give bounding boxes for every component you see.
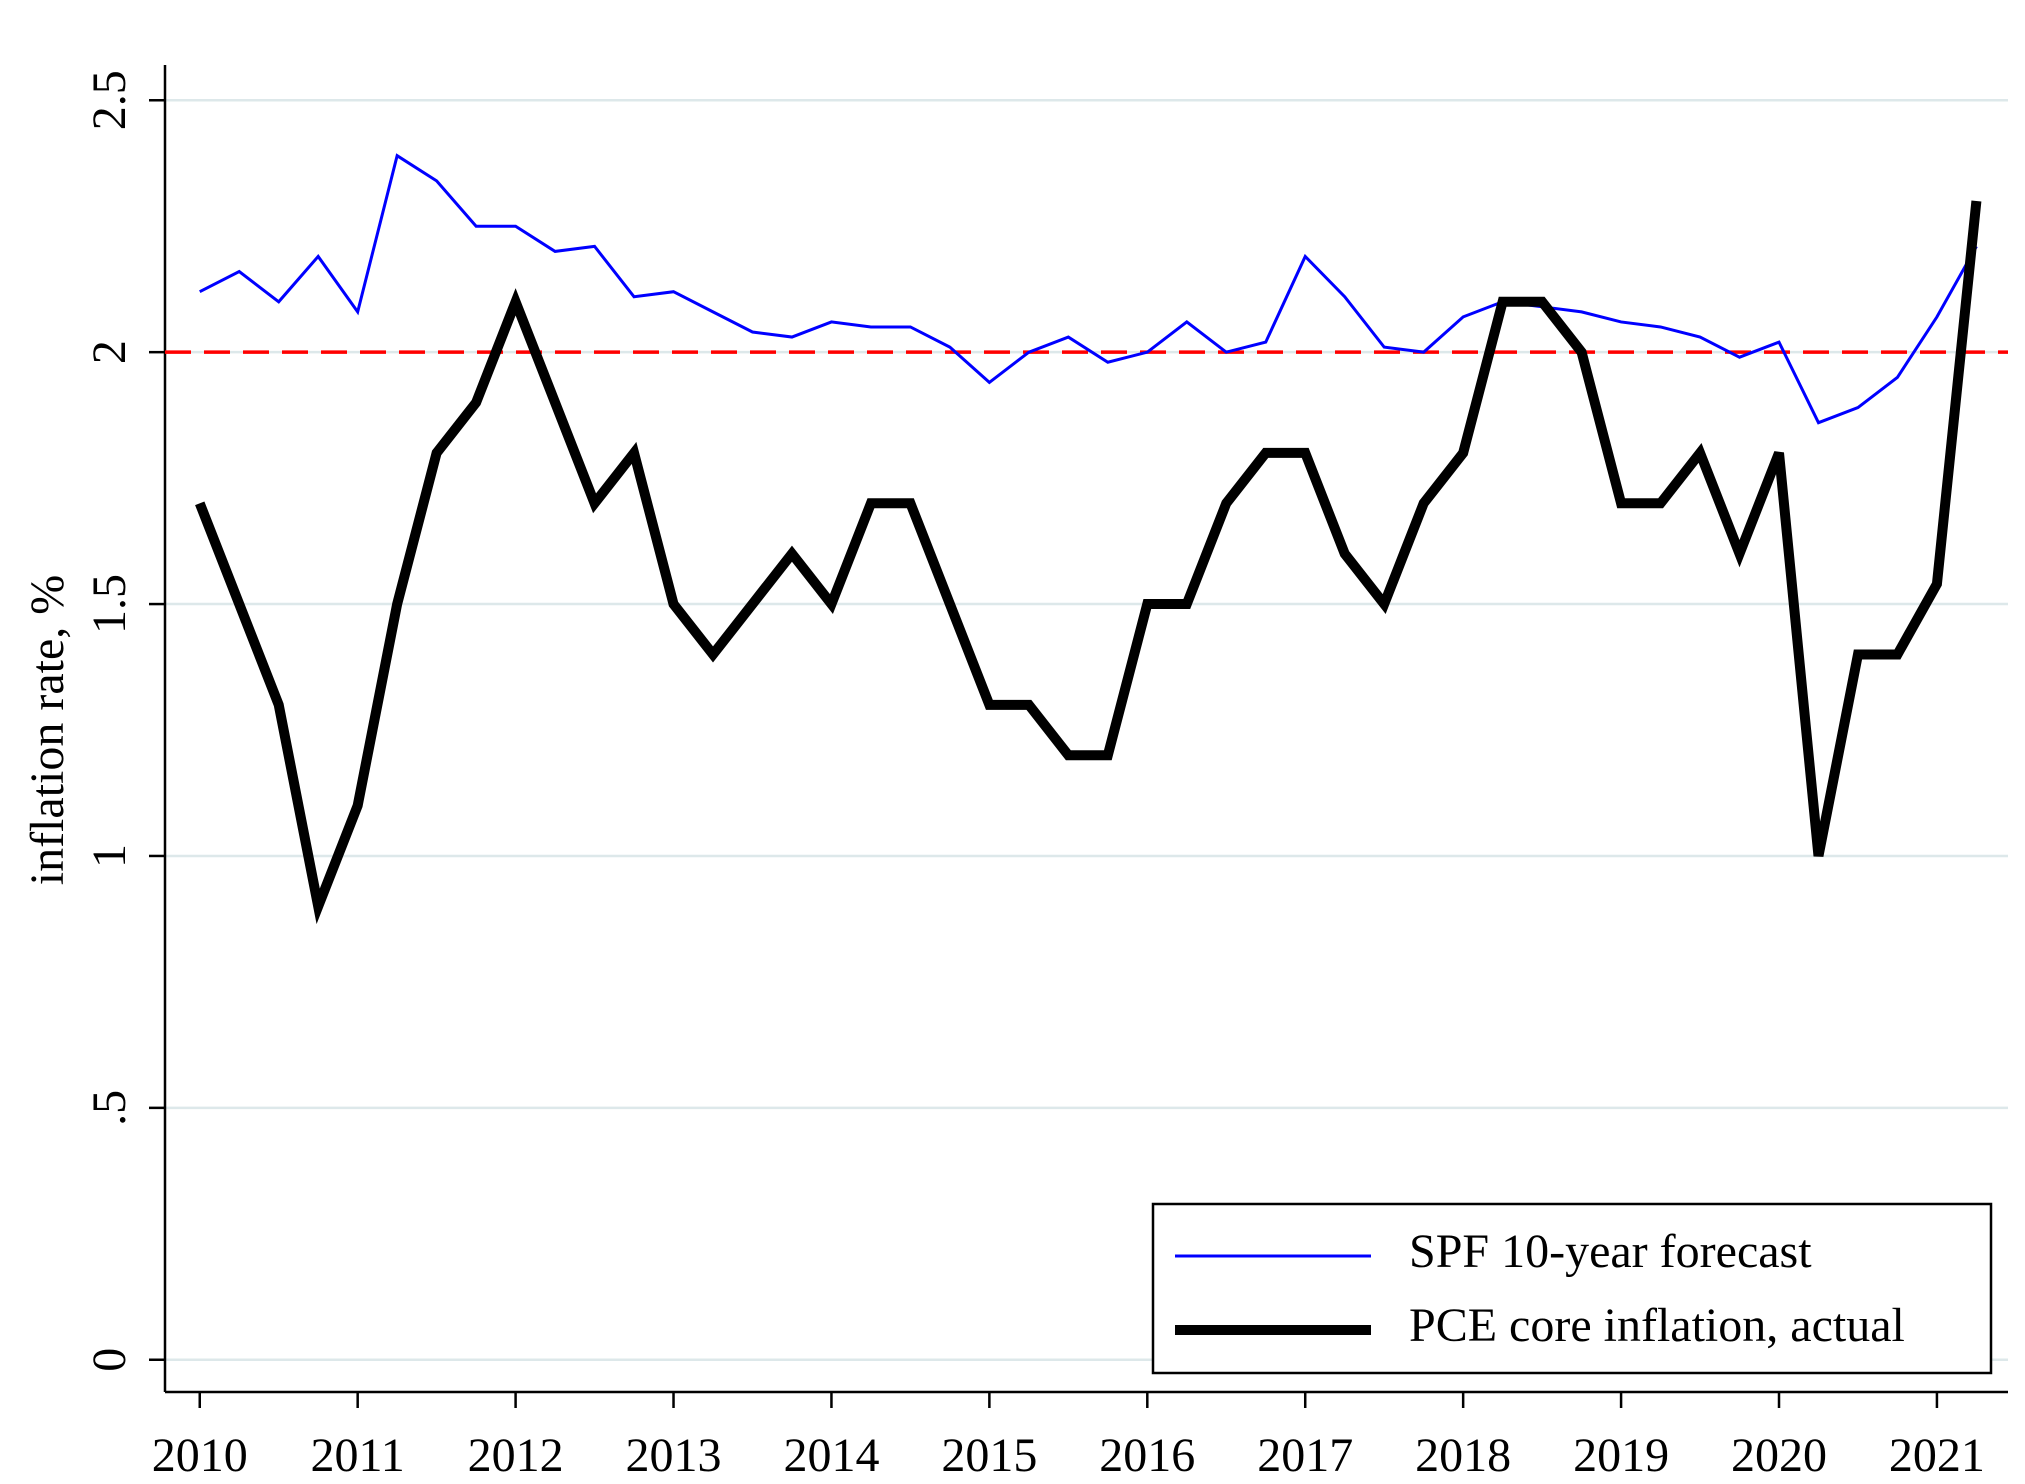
x-tick-label: 2018 [1415, 1429, 1511, 1482]
x-tick-label: 2021 [1889, 1429, 1985, 1482]
y-tick-label: 0 [83, 1348, 136, 1372]
y-tick-label: .5 [83, 1090, 136, 1126]
legend-box [1151, 1202, 1993, 1375]
series-line [199, 153, 1978, 425]
x-tick-label: 2015 [941, 1429, 1037, 1482]
y-tick-label: 2.5 [83, 70, 136, 130]
x-tick-label: 2013 [626, 1429, 722, 1482]
y-axis-label: inflation rate, % [21, 575, 74, 886]
x-tick-label: 2011 [311, 1429, 405, 1482]
x-tick-label: 2014 [783, 1429, 879, 1482]
legend-label: SPF 10-year forecast [1409, 1225, 1812, 1278]
series-line [195, 200, 1982, 925]
x-tick-label: 2010 [152, 1429, 248, 1482]
x-tick-label: 2012 [468, 1429, 564, 1482]
x-tick-label: 2020 [1731, 1429, 1827, 1482]
x-tick-label: 2019 [1573, 1429, 1669, 1482]
y-tick-label: 2 [83, 340, 136, 364]
x-tick-label: 2016 [1099, 1429, 1195, 1482]
legend-label: PCE core inflation, actual [1409, 1299, 1905, 1352]
y-tick-label: 1 [83, 844, 136, 868]
x-tick-label: 2017 [1257, 1429, 1353, 1482]
y-tick-label: 1.5 [83, 574, 136, 634]
